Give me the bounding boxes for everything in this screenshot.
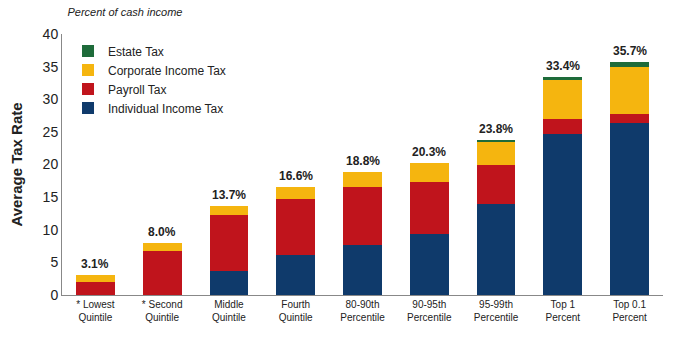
svg-text:Estate Tax: Estate Tax (108, 45, 164, 59)
svg-text:Top 0.1Percent: Top 0.1Percent (612, 299, 647, 323)
svg-text:18.8%: 18.8% (346, 154, 380, 168)
svg-text:25: 25 (43, 124, 59, 140)
svg-text:MiddleQuintile: MiddleQuintile (212, 299, 246, 323)
svg-text:Corporate Income Tax: Corporate Income Tax (108, 64, 226, 78)
svg-text:10: 10 (43, 222, 59, 238)
svg-text:Average Tax Rate: Average Tax Rate (8, 102, 25, 226)
svg-text:Payroll Tax: Payroll Tax (108, 83, 166, 97)
svg-text:35: 35 (43, 59, 59, 75)
svg-text:95-99thPercentile: 95-99thPercentile (474, 299, 519, 323)
svg-text:13.7%: 13.7% (212, 188, 246, 202)
svg-text:5: 5 (50, 254, 58, 270)
svg-text:80-90thPercentile: 80-90thPercentile (340, 299, 385, 323)
svg-text:FourthQuintile: FourthQuintile (279, 299, 313, 323)
svg-text:16.6%: 16.6% (279, 169, 313, 183)
svg-text:35.7%: 35.7% (613, 44, 647, 58)
svg-text:90-95thPercentile: 90-95thPercentile (407, 299, 452, 323)
svg-text:Individual Income Tax: Individual Income Tax (108, 102, 223, 116)
svg-text:40: 40 (43, 26, 59, 42)
svg-text:20.3%: 20.3% (412, 145, 446, 159)
svg-text:Top 1Percent: Top 1Percent (546, 299, 581, 323)
svg-text:Percent of cash income: Percent of cash income (68, 6, 183, 18)
svg-text:3.1%: 3.1% (81, 257, 109, 271)
svg-text:33.4%: 33.4% (546, 59, 580, 73)
svg-text:0: 0 (50, 287, 58, 303)
svg-text:15: 15 (43, 189, 59, 205)
svg-text:30: 30 (43, 91, 59, 107)
svg-text:23.8%: 23.8% (479, 122, 513, 136)
svg-text:8.0%: 8.0% (148, 225, 176, 239)
svg-text:* SecondQuintile: * SecondQuintile (142, 299, 183, 323)
svg-text:20: 20 (43, 156, 59, 172)
svg-text:* LowestQuintile: * LowestQuintile (76, 299, 115, 323)
